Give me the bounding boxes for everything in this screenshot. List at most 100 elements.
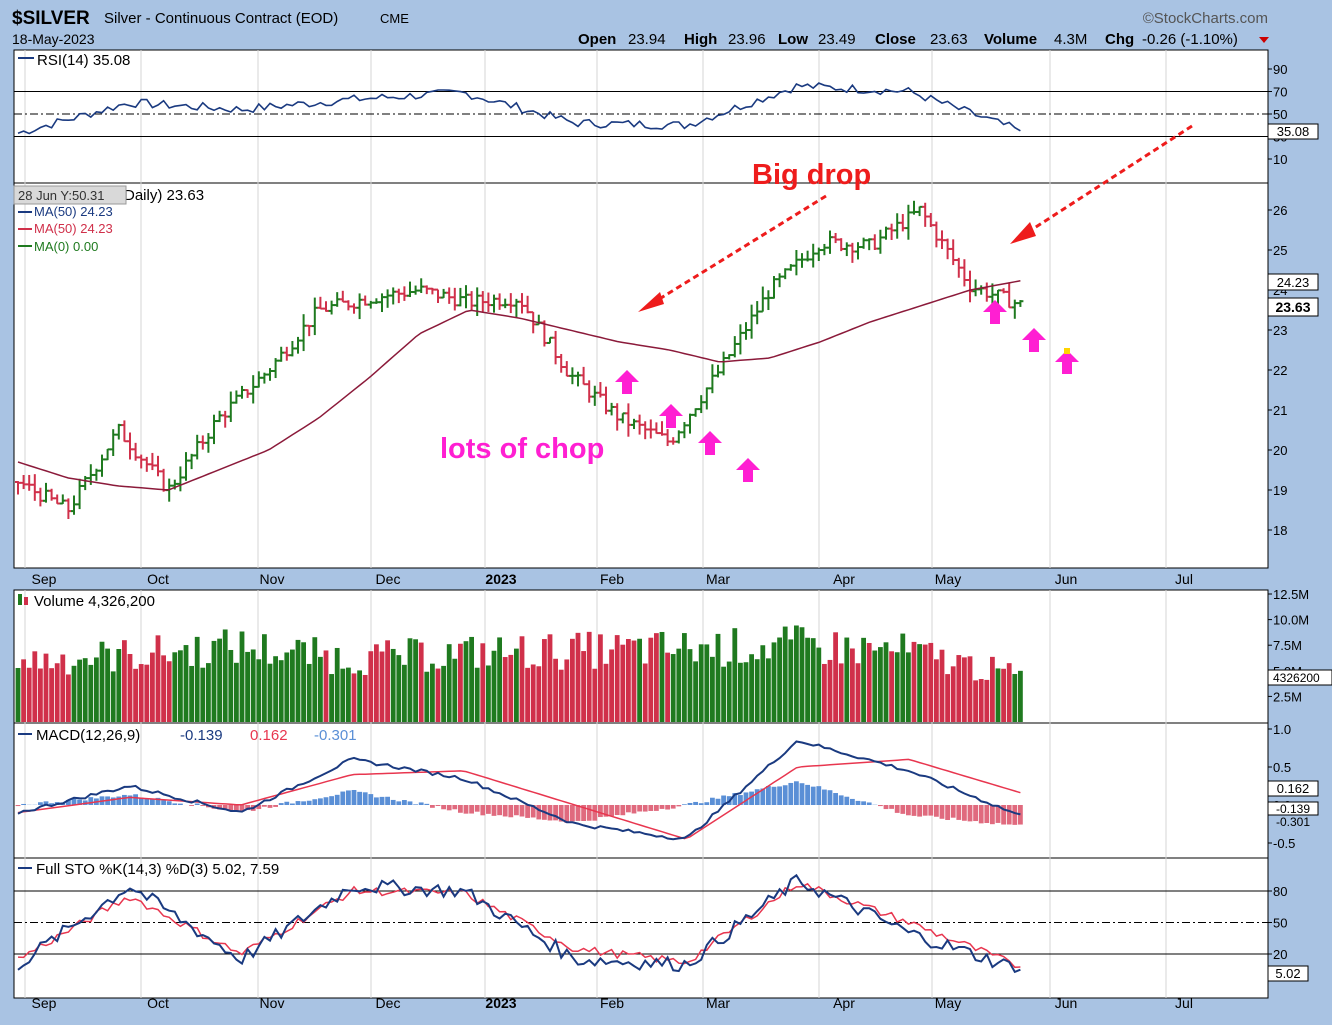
price-tick-5: 21 — [1273, 403, 1287, 418]
macd-hist-bar — [475, 805, 480, 812]
macd-hist-bar — [464, 805, 469, 814]
price-title: Daily) 23.63 — [124, 187, 204, 204]
macd-hist-bar — [116, 797, 121, 805]
volume-bar — [352, 673, 357, 722]
volume-bar — [760, 645, 765, 722]
macd-hist-bar — [150, 799, 155, 805]
macd-hist-bar — [682, 804, 687, 805]
volume-bar — [77, 660, 82, 722]
macd-hist-bar — [805, 785, 810, 805]
macd-hist-bar — [441, 805, 446, 809]
close-last-value: 23.63 — [1275, 299, 1310, 315]
volume-bar — [917, 644, 922, 722]
sto-title: Full STO %K(14,3) %D(3) 5.02, 7.59 — [36, 861, 279, 878]
rsi-tick-1: 70 — [1273, 85, 1287, 100]
macd-hist-bar — [654, 805, 659, 811]
macd-hist-bar — [262, 805, 267, 807]
signal-value: 0.162 — [250, 727, 288, 744]
low-label: Low — [778, 31, 808, 48]
macd-value: -0.139 — [180, 727, 223, 744]
macd-hist-bar — [609, 805, 614, 816]
macd-hist-bar — [167, 801, 172, 805]
volume-bar — [279, 660, 284, 722]
volume-bar — [979, 679, 984, 722]
macd-hist-bar — [396, 801, 401, 805]
volume-bar — [884, 642, 889, 722]
x-tick-xaxis-bottom-9: Jun — [1055, 995, 1078, 1011]
x-tick-xaxis-top-7: Apr — [833, 571, 855, 587]
ma-legend-1: MA(50) 24.23 — [34, 204, 113, 219]
macd-hist-bar — [312, 799, 317, 805]
macd-hist-bar — [822, 790, 827, 805]
volume-bar — [816, 648, 821, 722]
volume-bar — [32, 651, 37, 722]
volume-bar — [122, 640, 127, 722]
macd-hist-bar — [794, 781, 799, 805]
macd-hist-bar — [772, 787, 777, 805]
volume-value: 4.3M — [1054, 31, 1087, 48]
rsi-tick-0: 90 — [1273, 62, 1287, 77]
macd-hist-bar — [783, 785, 788, 805]
volume-bar — [195, 637, 200, 722]
macd-hist-bar — [637, 805, 642, 811]
volume-bar — [21, 659, 26, 722]
macd-hist-bar — [592, 805, 597, 821]
volume-bar — [307, 664, 312, 722]
macd-hist-bar — [828, 790, 833, 805]
volume-bar — [732, 628, 737, 722]
macd-hist-bar — [576, 805, 581, 821]
macd-hist-bar — [88, 797, 93, 805]
volume-bar — [100, 642, 105, 722]
volume-bar — [296, 640, 301, 722]
macd-hist-bar — [21, 804, 26, 805]
volume-tick-4: 2.5M — [1273, 689, 1302, 704]
macd-hist-bar — [676, 805, 681, 806]
volume-bar — [906, 652, 911, 722]
price-tick-7: 19 — [1273, 483, 1287, 498]
macd-hist-bar — [1007, 805, 1012, 824]
rsi-tick-2: 50 — [1273, 107, 1287, 122]
volume-bar — [184, 645, 189, 722]
macd-hist-bar — [189, 805, 194, 806]
x-tick-xaxis-top-8: May — [935, 571, 961, 587]
volume-bar — [223, 629, 228, 722]
volume-bar — [492, 651, 497, 722]
volume-bar — [396, 655, 401, 722]
macd-hist-bar — [508, 805, 513, 817]
volume-bar — [212, 641, 217, 722]
volume-bar — [178, 650, 183, 722]
volume-bar — [856, 663, 861, 722]
macd-hist-bar — [363, 792, 368, 805]
volume-bar — [49, 668, 54, 722]
volume-bar — [44, 654, 49, 722]
x-tick-xaxis-top-10: Jul — [1175, 571, 1193, 587]
volume-bar — [480, 643, 485, 722]
macd-hist-bar — [514, 805, 519, 815]
volume-bar — [536, 666, 541, 722]
macd-hist-bar — [329, 796, 334, 805]
volume-bar — [128, 654, 133, 722]
high-label: High — [684, 31, 717, 48]
volume-bar — [850, 648, 855, 722]
macd-hist-bar — [290, 804, 295, 805]
macd-hist-bar — [234, 805, 239, 811]
volume-bar — [66, 674, 71, 722]
volume-bar — [576, 633, 581, 722]
macd-hist-bar — [816, 786, 821, 805]
macd-hist-bar — [884, 805, 889, 809]
sto-last-value: 5.02 — [1275, 966, 1300, 981]
volume-bar — [469, 637, 474, 722]
volume-bar — [934, 659, 939, 722]
macd-hist-bar — [172, 803, 177, 805]
macd-hist-bar — [486, 805, 491, 814]
volume-bar — [704, 644, 709, 722]
volume-bar — [962, 657, 967, 722]
macd-hist-bar — [447, 805, 452, 810]
chg-value: -0.26 (-1.10%) — [1142, 31, 1238, 48]
macd-hist-bar — [1012, 805, 1017, 825]
macd-hist-bar — [548, 805, 553, 820]
macd-title: MACD(12,26,9) — [36, 727, 140, 744]
volume-bar — [503, 657, 508, 722]
